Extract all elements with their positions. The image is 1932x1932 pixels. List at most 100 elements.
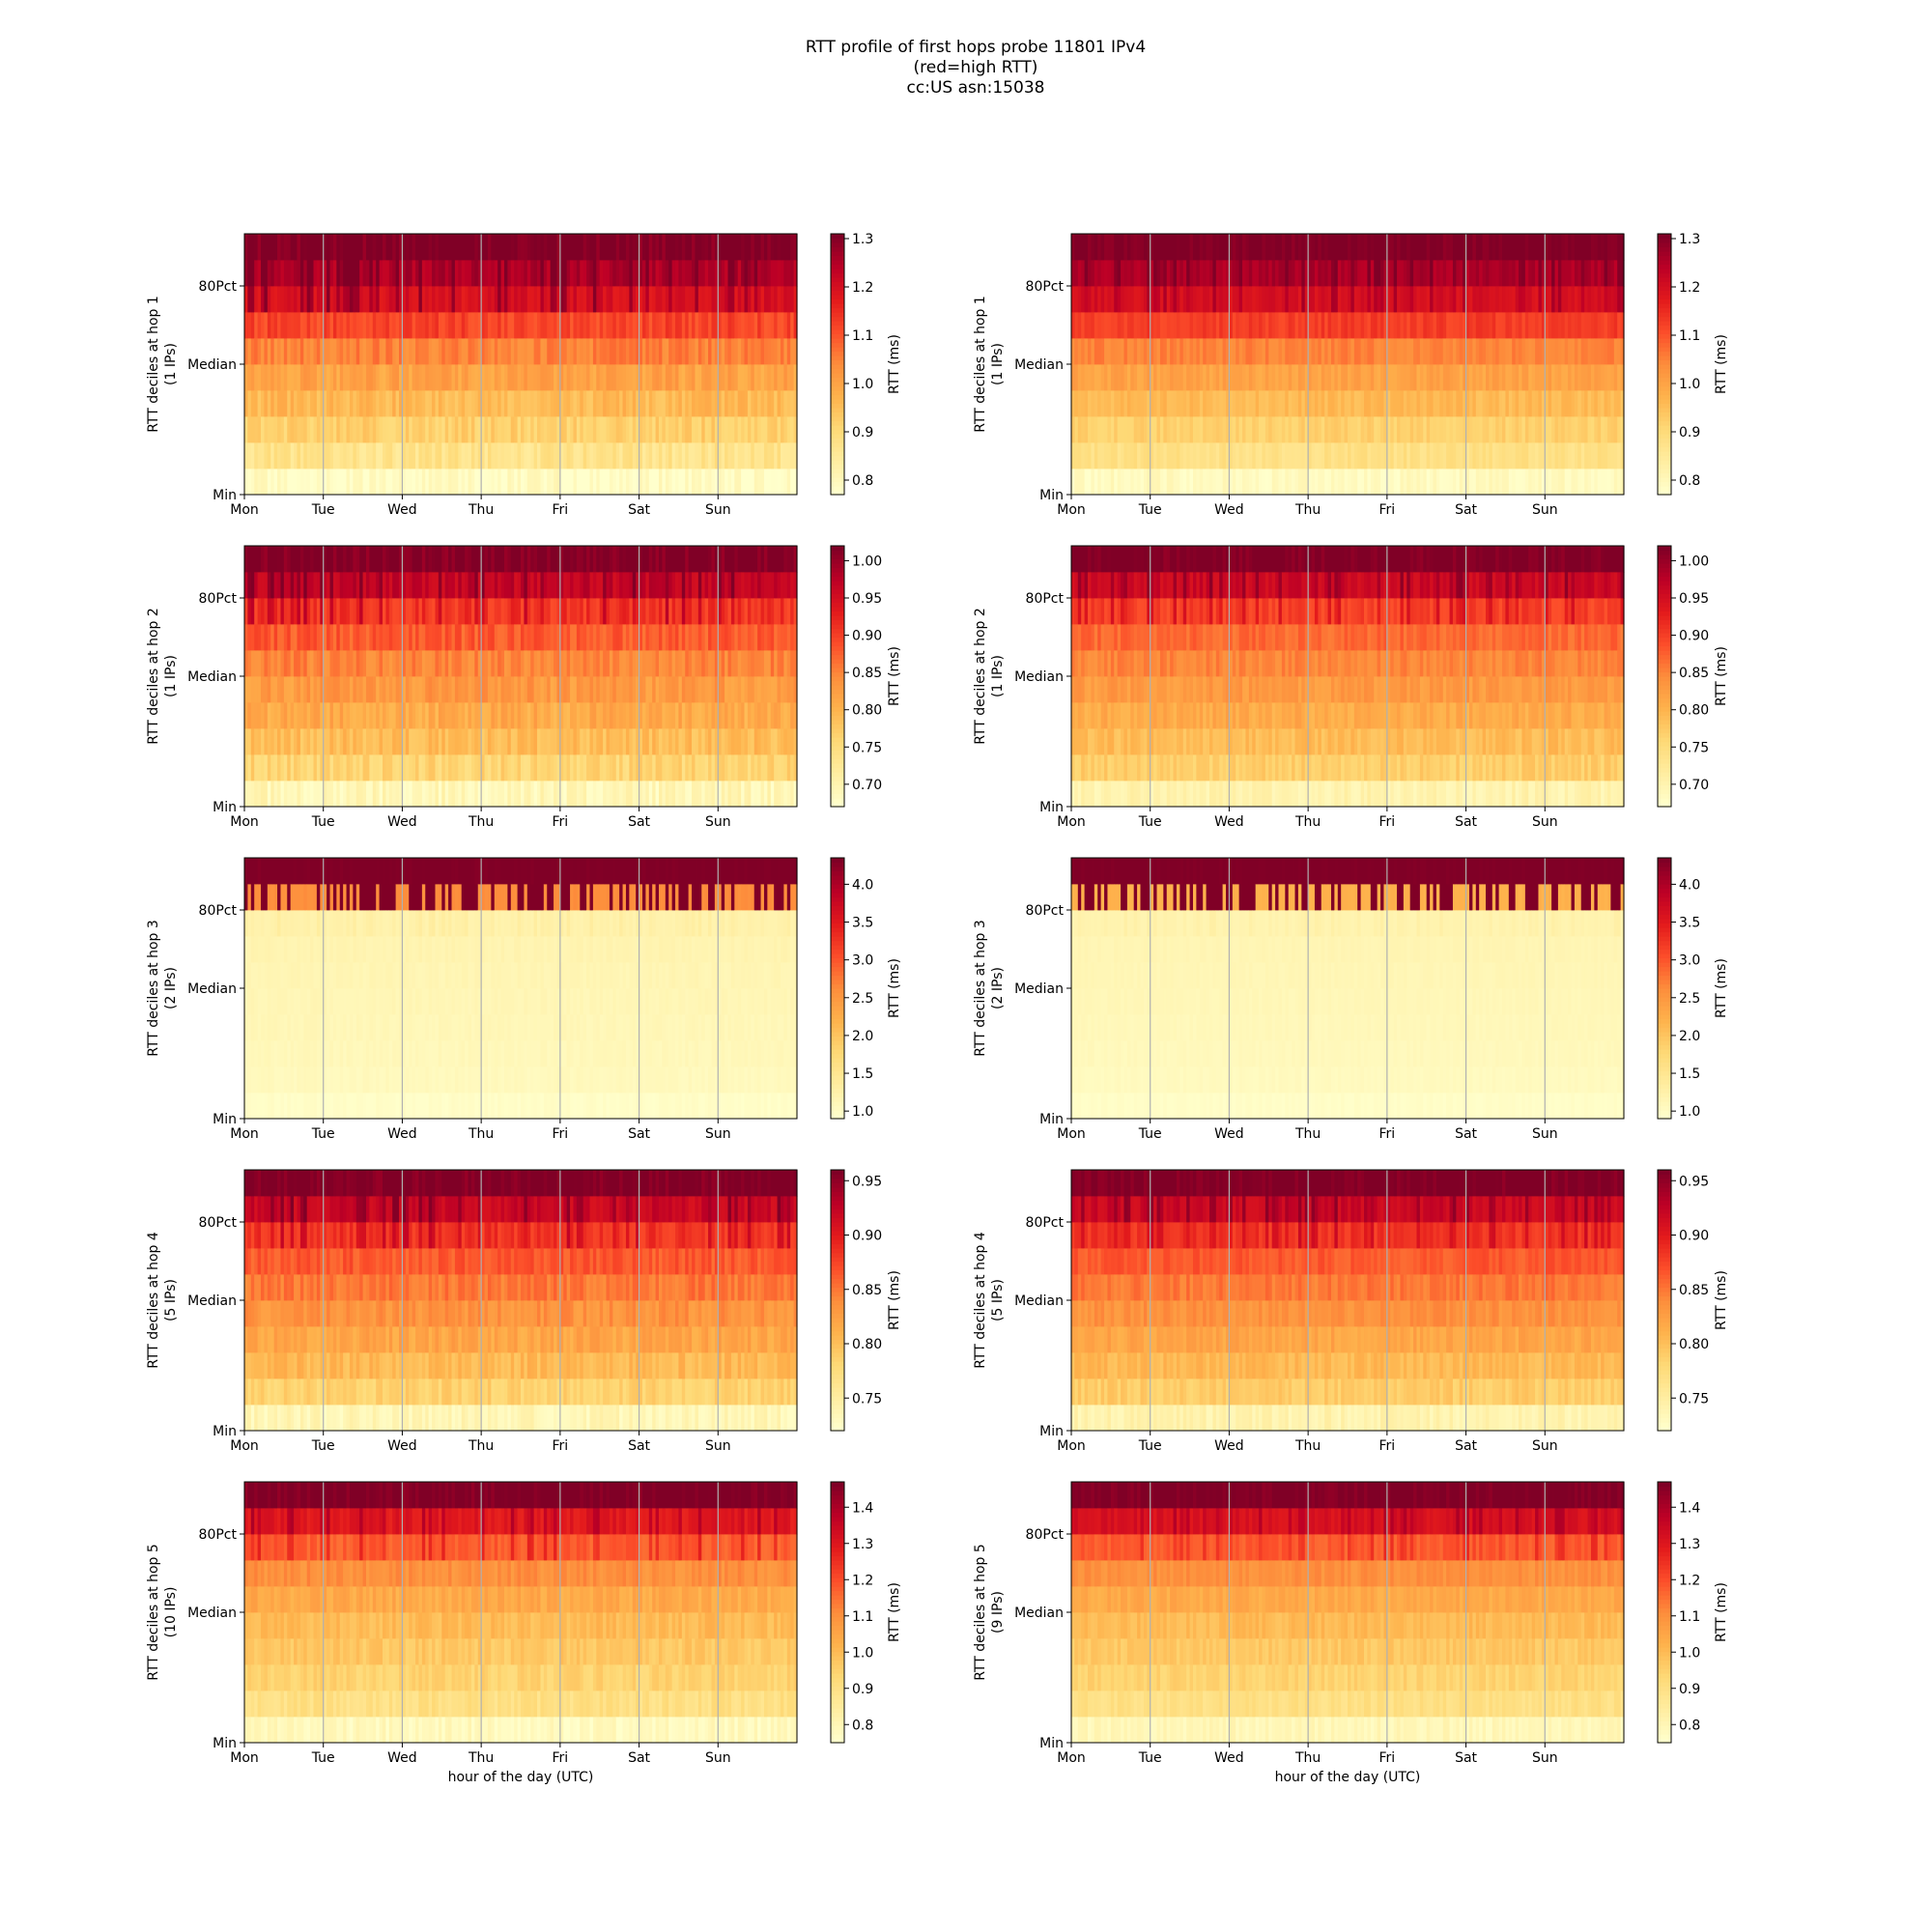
heatmap-cell <box>556 650 561 677</box>
heatmap-cell <box>1301 442 1306 469</box>
heatmap-cell <box>1406 234 1411 261</box>
heatmap-cell <box>280 546 285 573</box>
heatmap-cell <box>1133 469 1138 496</box>
heatmap-cell <box>418 572 423 599</box>
heatmap-cell <box>537 546 542 573</box>
heatmap-cell <box>1604 442 1608 469</box>
heatmap-cell <box>1334 442 1339 469</box>
heatmap-cell <box>264 260 269 287</box>
heatmap-cell <box>306 364 311 391</box>
heatmap-cell <box>418 781 423 808</box>
heatmap-cell <box>615 390 620 417</box>
heatmap-cell <box>704 260 709 287</box>
heatmap-cell <box>537 650 542 677</box>
heatmap-cell <box>273 728 278 755</box>
heatmap-cell <box>336 650 341 677</box>
heatmap-cell <box>622 416 627 443</box>
heatmap-cell <box>1259 416 1264 443</box>
heatmap-cell <box>409 442 413 469</box>
heatmap-cell <box>1179 469 1184 496</box>
heatmap-cell <box>510 676 515 703</box>
heatmap-cell <box>1314 469 1319 496</box>
heatmap-cell <box>1416 234 1421 261</box>
heatmap-cell <box>737 364 742 391</box>
heatmap-cell <box>1104 338 1109 365</box>
heatmap-cell <box>1143 442 1148 469</box>
heatmap-cell <box>586 442 591 469</box>
heatmap-cell <box>372 364 377 391</box>
heatmap-cell <box>639 572 643 599</box>
heatmap-cell <box>1545 286 1549 313</box>
colorbar-segment <box>1658 272 1671 278</box>
heatmap-cell <box>1173 442 1178 469</box>
heatmap-cell <box>533 312 538 339</box>
heatmap-cell <box>688 416 693 443</box>
heatmap-cell <box>369 234 374 261</box>
heatmap-cell <box>1334 234 1339 261</box>
heatmap-cell <box>675 728 680 755</box>
heatmap-cell <box>1226 312 1231 339</box>
heatmap-cell <box>313 546 318 573</box>
heatmap-cell <box>1121 286 1125 313</box>
heatmap-cell <box>1071 390 1075 417</box>
heatmap-cell <box>1140 338 1145 365</box>
heatmap-cell <box>1236 416 1240 443</box>
heatmap-cell <box>533 754 538 781</box>
heatmap-cell <box>1314 286 1319 313</box>
heatmap-cell <box>1337 416 1342 443</box>
colorbar-segment <box>1658 385 1671 391</box>
heatmap-cell <box>1104 469 1109 496</box>
heatmap-cell <box>586 469 591 496</box>
heatmap-cell <box>399 754 404 781</box>
heatmap-cell <box>774 286 779 313</box>
heatmap-cell <box>421 338 426 365</box>
heatmap-cell <box>622 728 627 755</box>
heatmap-cell <box>1071 364 1075 391</box>
heatmap-cell <box>306 598 311 625</box>
heatmap-cell <box>1222 338 1227 365</box>
heatmap-cell <box>603 364 608 391</box>
heatmap-cell <box>1515 364 1520 391</box>
heatmap-cell <box>399 416 404 443</box>
heatmap-cell <box>599 650 604 677</box>
heatmap-cell <box>477 469 482 496</box>
heatmap-cell <box>1219 442 1224 469</box>
heatmap-cell <box>332 234 337 261</box>
colorbar-segment <box>831 255 844 261</box>
heatmap-cell <box>1088 234 1093 261</box>
heatmap-cell <box>428 469 433 496</box>
heatmap-cell <box>655 572 660 599</box>
heatmap-cell <box>438 598 442 625</box>
heatmap-cell <box>547 702 552 729</box>
heatmap-cell <box>409 260 413 287</box>
heatmap-cell <box>1548 364 1552 391</box>
heatmap-cell <box>655 702 660 729</box>
heatmap-cell <box>1472 338 1477 365</box>
heatmap-cell <box>339 416 344 443</box>
heatmap-cell <box>1140 442 1145 469</box>
colorbar-segment <box>1658 312 1671 318</box>
heatmap-cell <box>1416 312 1421 339</box>
heatmap-cell <box>556 676 561 703</box>
heatmap-cell <box>383 469 386 496</box>
heatmap-cell <box>1123 234 1128 261</box>
heatmap-cell <box>521 364 525 391</box>
heatmap-cell <box>507 312 512 339</box>
heatmap-cell <box>1610 442 1615 469</box>
heatmap-cell <box>730 416 735 443</box>
heatmap-cell <box>432 702 437 729</box>
heatmap-cell <box>517 286 522 313</box>
heatmap-cell <box>1416 260 1421 287</box>
heatmap-cell <box>481 702 486 729</box>
heatmap-cell <box>625 598 630 625</box>
heatmap-cell <box>603 754 608 781</box>
heatmap-cell <box>708 390 713 417</box>
heatmap-cell <box>1492 469 1496 496</box>
heatmap-cell <box>1580 338 1585 365</box>
heatmap-cell <box>563 260 568 287</box>
heatmap-cell <box>1308 442 1313 469</box>
colorbar-tick-label: 1.1 <box>852 328 873 344</box>
colorbar-segment <box>1658 264 1671 270</box>
heatmap-cell <box>418 469 423 496</box>
heatmap-cell <box>681 390 686 417</box>
